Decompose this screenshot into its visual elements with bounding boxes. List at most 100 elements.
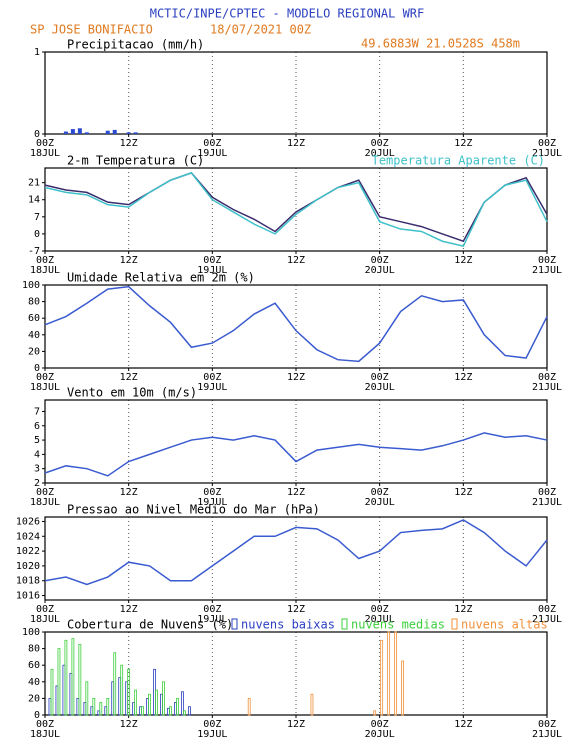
x-tick-label: 00Z — [36, 255, 54, 266]
y-tick-label: 7 — [34, 406, 40, 417]
x-tick-label: 00Z — [538, 138, 556, 149]
x-tick-label: 00Z — [203, 255, 221, 266]
x-date-label: 21JUL — [532, 497, 562, 508]
main-title: MCTIC/INPE/CPTEC - MODELO REGIONAL WRF — [150, 7, 425, 21]
x-tick-label: 00Z — [538, 719, 556, 730]
x-tick-label: 00Z — [371, 138, 389, 149]
panel-frame — [44, 399, 548, 484]
x-tick-label: 12Z — [120, 255, 138, 266]
bar — [126, 132, 131, 134]
x-tick-label: 12Z — [454, 719, 472, 730]
x-tick-label: 12Z — [454, 255, 472, 266]
x-tick-label: 12Z — [120, 487, 138, 498]
x-tick-label: 12Z — [454, 138, 472, 149]
bar — [162, 681, 165, 716]
x-date-label: 21JUL — [532, 148, 562, 159]
x-date-label: 19JUL — [197, 729, 227, 740]
x-date-label: 20JUL — [365, 148, 395, 159]
legend-label: nuvens baixas — [241, 618, 335, 632]
legend-label: nuvens altas — [461, 618, 548, 632]
y-tick-label: 1022 — [16, 546, 40, 557]
data-line — [44, 285, 548, 363]
legend-swatch — [231, 618, 238, 630]
x-tick-label: 00Z — [371, 604, 389, 615]
x-tick-label: 12Z — [120, 138, 138, 149]
y-tick-label: 0 — [34, 229, 40, 240]
x-tick-label: 12Z — [287, 372, 305, 383]
bar — [63, 131, 68, 134]
bar — [155, 689, 158, 716]
data-line — [44, 172, 548, 243]
y-tick-label: 20 — [28, 693, 40, 704]
bar — [71, 638, 75, 716]
x-tick-label: 00Z — [538, 255, 556, 266]
x-tick-label: 00Z — [538, 604, 556, 615]
x-tick-label: 00Z — [36, 487, 54, 498]
y-tick-label: 0 — [34, 710, 40, 721]
panel-title: Cobertura de Nuvens (%) — [67, 618, 233, 632]
x-date-label: 21JUL — [532, 614, 562, 625]
y-tick-label: 80 — [28, 297, 40, 308]
bar — [380, 639, 384, 716]
x-tick-label: 00Z — [371, 719, 389, 730]
bar — [112, 129, 117, 134]
bar — [57, 648, 61, 716]
bar — [188, 706, 191, 716]
location: 49.6883W 21.0528S 458m — [361, 37, 520, 51]
y-tick-label: 80 — [28, 644, 40, 655]
y-tick-label: 5 — [34, 435, 40, 446]
x-date-label: 18JUL — [30, 497, 60, 508]
panel-title: Vento em 10m (m/s) — [67, 386, 197, 400]
x-date-label: 18JUL — [30, 614, 60, 625]
x-tick-label: 00Z — [538, 487, 556, 498]
y-tick-label: 100 — [22, 280, 40, 291]
x-date-label: 20JUL — [365, 265, 395, 276]
y-tick-label: 6 — [34, 421, 40, 432]
x-tick-label: 00Z — [538, 372, 556, 383]
x-tick-label: 12Z — [454, 604, 472, 615]
panel-frame — [44, 167, 548, 252]
x-date-label: 21JUL — [532, 382, 562, 393]
bar — [394, 631, 398, 716]
x-tick-label: 00Z — [203, 604, 221, 615]
bar — [84, 132, 89, 134]
bar — [113, 652, 117, 716]
bar — [78, 644, 82, 716]
y-tick-label: 100 — [22, 627, 40, 638]
y-tick-label: 1026 — [16, 516, 40, 527]
bar — [181, 691, 184, 716]
y-tick-label: 20 — [28, 346, 40, 357]
bar — [134, 689, 138, 716]
x-date-label: 19JUL — [197, 614, 227, 625]
x-date-label: 20JUL — [365, 729, 395, 740]
x-tick-label: 12Z — [120, 719, 138, 730]
x-date-label: 19JUL — [197, 497, 227, 508]
bar — [77, 128, 82, 134]
data-line — [44, 171, 548, 247]
x-date-label: 21JUL — [532, 729, 562, 740]
x-date-label: 20JUL — [365, 614, 395, 625]
y-tick-label: 3 — [34, 464, 40, 475]
x-tick-label: 00Z — [371, 487, 389, 498]
x-tick-label: 00Z — [36, 604, 54, 615]
x-tick-label: 00Z — [371, 255, 389, 266]
x-tick-label: 00Z — [203, 372, 221, 383]
y-tick-label: 4 — [34, 449, 40, 460]
y-tick-label: 40 — [28, 330, 40, 341]
x-tick-label: 00Z — [203, 487, 221, 498]
bar — [247, 698, 251, 716]
bar — [148, 693, 151, 716]
legend-swatch — [341, 618, 348, 630]
y-tick-label: 2 — [34, 478, 40, 489]
bar — [401, 660, 404, 716]
bar — [169, 706, 172, 716]
bar — [127, 668, 131, 716]
bar — [120, 664, 124, 716]
x-tick-label: 00Z — [36, 138, 54, 149]
bar — [106, 698, 110, 716]
data-line — [44, 519, 548, 586]
x-tick-label: 12Z — [287, 255, 305, 266]
x-date-label: 19JUL — [197, 148, 227, 159]
y-tick-label: 21 — [28, 178, 40, 189]
